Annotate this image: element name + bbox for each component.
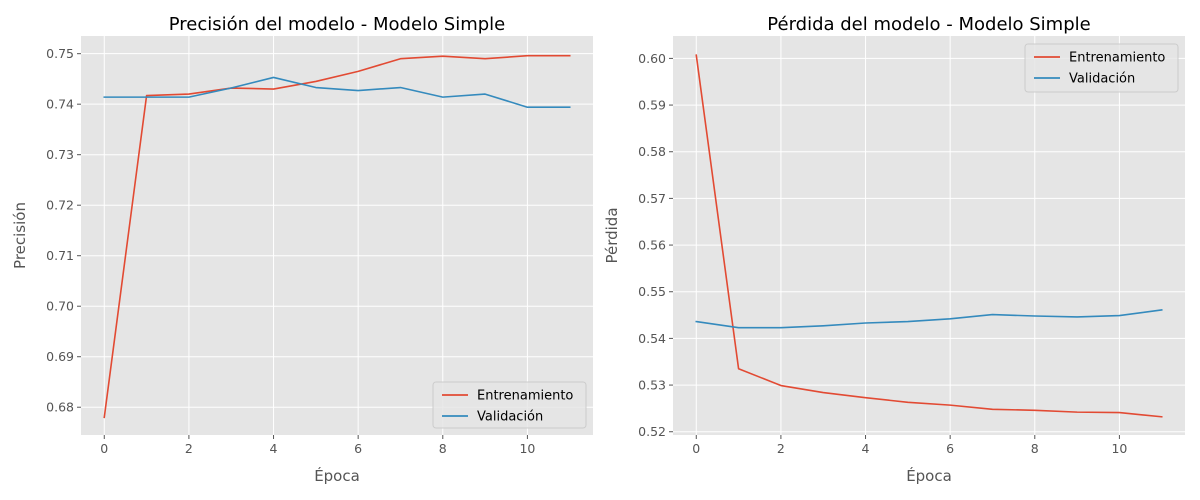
y-tick-label: 0.72 — [46, 198, 74, 213]
x-tick-label: 6 — [946, 441, 954, 456]
y-tick-label: 0.58 — [638, 144, 666, 159]
legend-label: Validación — [1069, 72, 1135, 87]
y-tick-label: 0.55 — [638, 284, 666, 299]
legend: Entrenamiento Validación — [432, 381, 587, 429]
legend-box — [1024, 43, 1179, 93]
y-tick-label: 0.60 — [638, 51, 666, 66]
y-tick-label: 0.57 — [638, 191, 666, 206]
x-tick-label: 0 — [692, 441, 700, 456]
y-tick-label: 0.73 — [46, 147, 74, 162]
chart-panel-2: 0 2 4 6 8 10 0.52 0.53 0.54 0.55 0.56 0.57 0.58 0.59 0… — [603, 14, 1185, 485]
x-tick-label: 2 — [777, 441, 785, 456]
x-tick-label: 6 — [354, 441, 362, 456]
x-tick-label: 4 — [862, 441, 870, 456]
chart-title: Precisión del modelo - Modelo Simple — [169, 14, 506, 35]
series-line-entrenamiento — [103, 54, 571, 419]
x-tick-label: 10 — [519, 441, 535, 456]
y-tick-label: 0.68 — [46, 400, 74, 415]
legend: Entrenamiento Validación — [1024, 43, 1179, 93]
chart-title: Pérdida del modelo - Modelo Simple — [767, 14, 1090, 35]
x-tick-label: 8 — [439, 441, 447, 456]
x-axis-label: Época — [314, 466, 360, 485]
y-tick-label: 0.74 — [46, 97, 74, 112]
y-tick-label: 0.70 — [46, 299, 74, 314]
x-tick-label: 8 — [1031, 441, 1039, 456]
y-tick-label: 0.52 — [638, 424, 666, 439]
x-tick-label: 2 — [185, 441, 193, 456]
y-tick-label: 0.71 — [46, 248, 74, 263]
legend-label: Entrenamiento — [1069, 51, 1165, 66]
legend-label: Validación — [477, 410, 543, 425]
y-tick-label: 0.53 — [638, 378, 666, 393]
y-tick-label: 0.56 — [638, 238, 666, 253]
y-tick-label: 0.69 — [46, 349, 74, 364]
legend-label: Entrenamiento — [477, 389, 573, 404]
x-tick-label: 4 — [270, 441, 278, 456]
plot-area — [81, 36, 593, 435]
legend-box — [432, 381, 587, 429]
x-axis-label: Época — [906, 466, 952, 485]
y-axis-label: Pérdida — [603, 207, 621, 263]
y-axis-label: Precisión — [11, 202, 29, 269]
series-line-validacion — [103, 76, 571, 109]
series-line-entrenamiento — [695, 54, 1163, 418]
chart-panel-1: 0 2 4 6 8 10 0.68 0.69 0.70 0.71 0.72 0.73 0.74 0.75 P… — [11, 14, 593, 485]
x-tick-label: 10 — [1111, 441, 1127, 456]
y-tick-label: 0.54 — [638, 331, 666, 346]
plot-area — [673, 36, 1185, 435]
series-line-validacion — [695, 309, 1163, 329]
x-tick-label: 0 — [100, 441, 108, 456]
y-tick-label: 0.75 — [46, 46, 74, 61]
y-tick-label: 0.59 — [638, 98, 666, 113]
